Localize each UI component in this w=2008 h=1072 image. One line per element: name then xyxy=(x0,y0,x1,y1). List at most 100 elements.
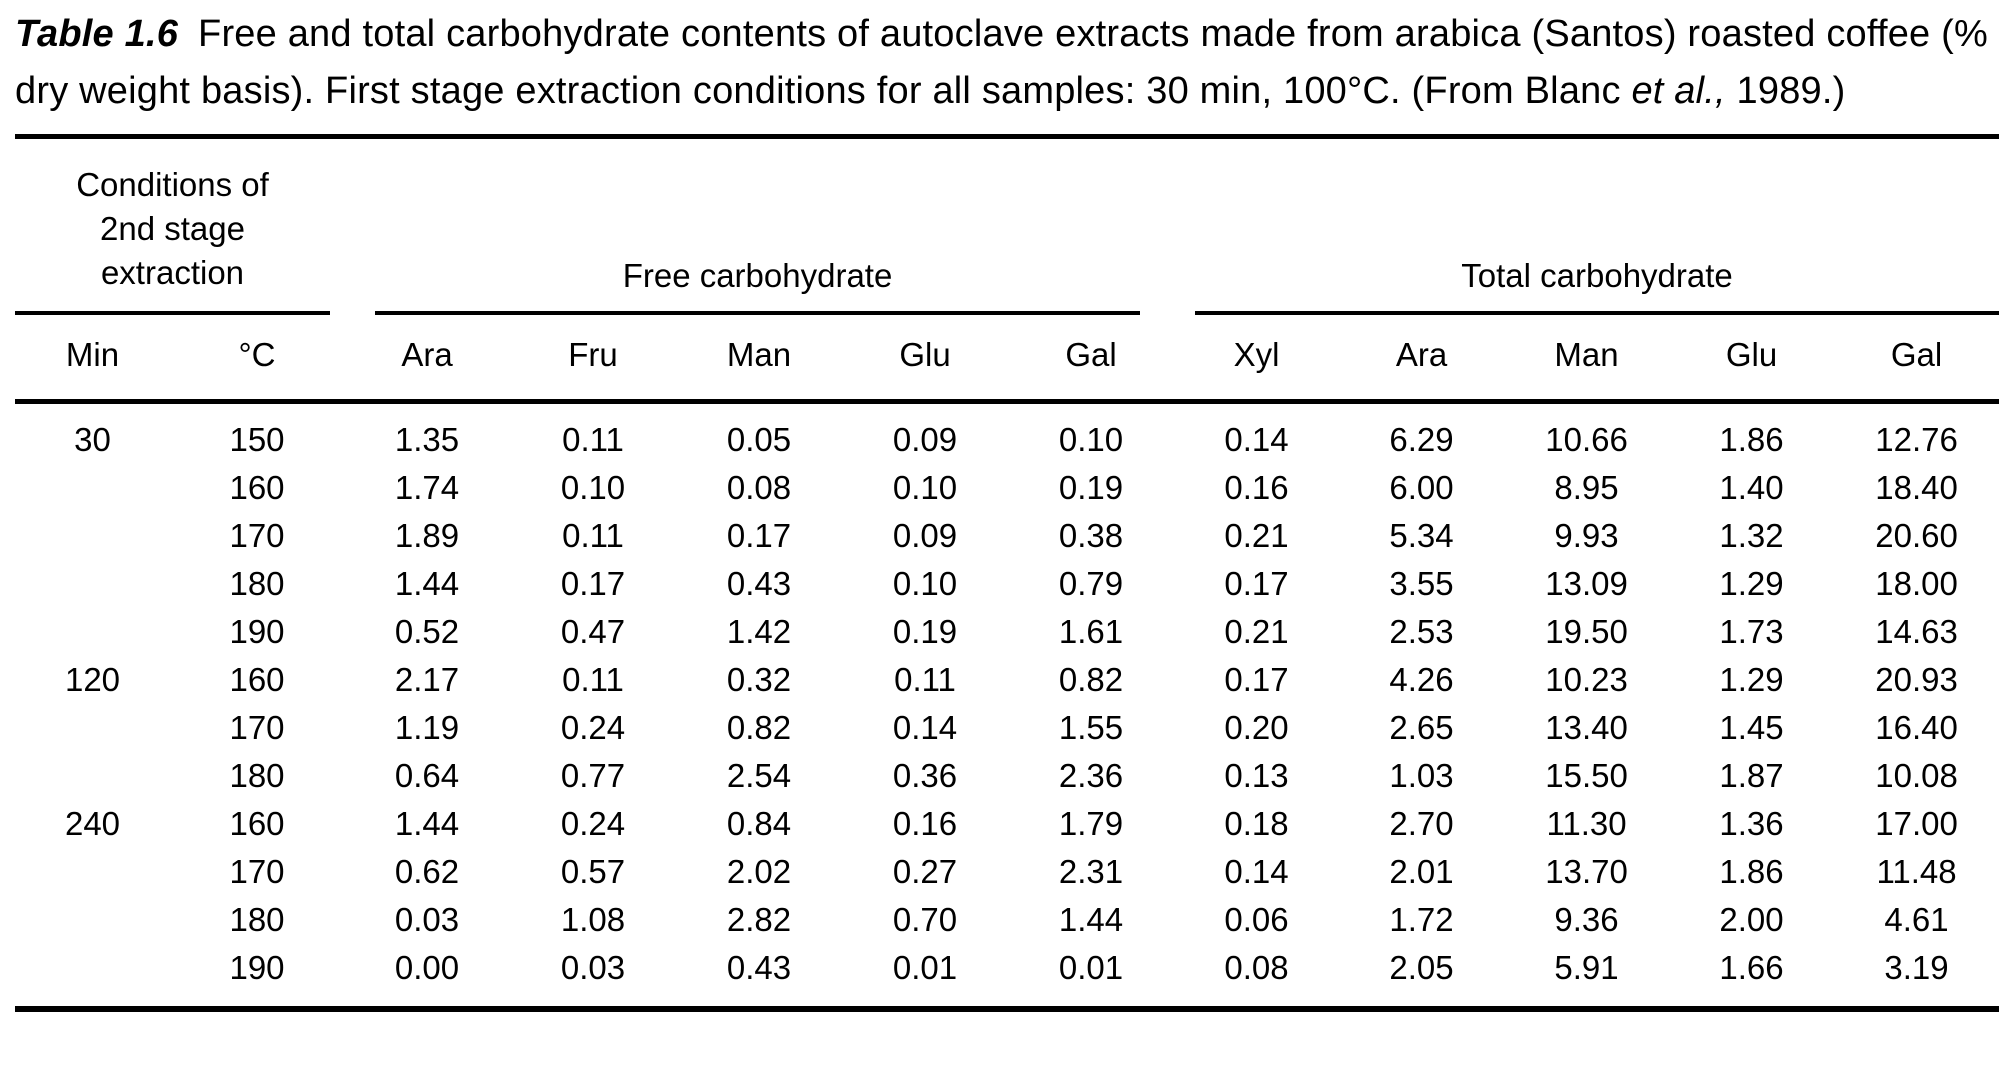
table-row: 190 0.00 0.03 0.43 0.01 0.01 0.08 2.05 5.91 1.66 3… xyxy=(15,944,1999,1009)
table-cell xyxy=(15,608,170,656)
table-cell: 1.29 xyxy=(1719,564,1784,602)
table-cell: 9.93 xyxy=(1554,516,1619,554)
table-cell: 1.86 xyxy=(1719,420,1784,458)
column-header-total-man: Man xyxy=(1504,314,1670,404)
column-header-total-glu: Glu xyxy=(1669,314,1835,404)
caption-tail: 1989.) xyxy=(1725,70,1846,112)
group-header-conditions: Conditions of 2nd stage extraction xyxy=(15,137,344,315)
table-row: 240 160 1.44 0.24 0.84 0.16 1.79 0.18 2.70 11.30 1… xyxy=(15,800,1999,848)
table-cell: 180 xyxy=(229,756,285,794)
table-cell xyxy=(15,752,170,800)
table-cell: 0.11 xyxy=(894,660,956,698)
table-cell: 20.93 xyxy=(1875,660,1958,698)
table-cell: 160 xyxy=(229,660,285,698)
table-cell: 13.40 xyxy=(1545,708,1628,746)
table-cell: 0.21 xyxy=(1224,516,1289,554)
table-row: 180 1.44 0.17 0.43 0.10 0.79 0.17 3.55 13.09 1.29… xyxy=(15,560,1999,608)
table-cell: 3.55 xyxy=(1389,564,1454,602)
column-header-row: Min °C Ara Fru Man Glu Gal Xyl Ara Man G… xyxy=(15,314,2000,404)
table-cell: 0.17 xyxy=(1224,564,1289,602)
table-cell: 2.54 xyxy=(726,756,792,794)
table-cell: 6.29 xyxy=(1389,420,1454,458)
table-cell: 0.11 xyxy=(562,660,624,698)
table-cell: 0.17 xyxy=(1224,660,1289,698)
table-cell: 0.19 xyxy=(1058,468,1124,506)
table-cell: 2.01 xyxy=(1389,852,1454,890)
table-cell: 0.24 xyxy=(560,804,626,842)
table-cell: 0.27 xyxy=(892,852,958,890)
table-cell: 0.14 xyxy=(892,708,958,746)
group-header-free-carbohydrate: Free carbohydrate xyxy=(344,137,1174,315)
table-row: 160 1.74 0.10 0.08 0.10 0.19 0.16 6.00 8.95 1.40 1… xyxy=(15,464,1999,512)
table-row: 170 0.62 0.57 2.02 0.27 2.31 0.14 2.01 13.70 1.86… xyxy=(15,848,1999,896)
table-cell: 0.03 xyxy=(394,900,460,938)
column-header-total-xyl: Xyl xyxy=(1174,314,1340,404)
table-cell: 0.09 xyxy=(892,516,958,554)
column-header-free-man: Man xyxy=(676,314,842,404)
table-cell xyxy=(15,848,170,896)
table-cell: 1.44 xyxy=(1058,900,1124,938)
table-cell: 0.20 xyxy=(1224,708,1289,746)
table-cell: 0.01 xyxy=(1058,948,1124,986)
table-cell: 17.00 xyxy=(1875,804,1958,842)
table-cell: 0.10 xyxy=(560,468,626,506)
table-cell: 20.60 xyxy=(1875,516,1958,554)
table-cell: 1.73 xyxy=(1719,612,1784,650)
table-cell: 180 xyxy=(229,564,285,602)
table-cell: 0.82 xyxy=(726,708,792,746)
table-cell: 1.08 xyxy=(560,900,626,938)
table-cell: 1.45 xyxy=(1719,708,1784,746)
table-cell: 160 xyxy=(229,468,285,506)
table-cell: 1.72 xyxy=(1389,900,1454,938)
table-cell: 3.19 xyxy=(1884,948,1949,986)
table-cell: 0.17 xyxy=(726,516,792,554)
table-cell: 1.44 xyxy=(394,804,460,842)
table-cell: 0.06 xyxy=(1224,900,1289,938)
table-cell: 9.36 xyxy=(1554,900,1619,938)
column-header-temp: °C xyxy=(170,314,344,404)
column-header-free-gal: Gal xyxy=(1008,314,1175,404)
table-cell: 0.05 xyxy=(726,420,792,458)
column-header-total-ara: Ara xyxy=(1339,314,1505,404)
table-cell: 0.03 xyxy=(560,948,626,986)
table-cell: 2.02 xyxy=(726,852,792,890)
table-cell: 1.36 xyxy=(1719,804,1784,842)
table-cell xyxy=(15,944,170,1009)
table-row: 170 1.89 0.11 0.17 0.09 0.38 0.21 5.34 9.93 1.32 2… xyxy=(15,512,1999,560)
table-cell: 11.48 xyxy=(1876,852,1957,890)
table-cell: 11.30 xyxy=(1546,804,1627,842)
table-cell: 13.70 xyxy=(1545,852,1628,890)
table-cell: 120 xyxy=(64,660,121,698)
table-cell: 0.24 xyxy=(560,708,626,746)
table-cell: 5.91 xyxy=(1554,948,1619,986)
table-row: 120 160 2.17 0.11 0.32 0.11 0.82 0.17 4.26 10.23 1… xyxy=(15,656,1999,704)
table-cell: 1.55 xyxy=(1058,708,1124,746)
table-cell: 0.70 xyxy=(892,900,958,938)
table-cell: 2.70 xyxy=(1389,804,1454,842)
column-header-free-glu: Glu xyxy=(842,314,1008,404)
table-cell: 0.84 xyxy=(726,804,792,842)
table-cell: 240 xyxy=(64,804,121,842)
caption-label: Table 1.6 xyxy=(15,13,179,55)
table-cell: 1.66 xyxy=(1719,948,1784,986)
table-cell: 0.10 xyxy=(892,564,958,602)
table-cell: 1.87 xyxy=(1719,756,1784,794)
table-cell xyxy=(15,896,170,944)
group-header-total-carbohydrate: Total carbohydrate xyxy=(1174,137,2000,315)
data-table: Conditions of 2nd stage extraction Free … xyxy=(15,134,2000,1012)
table-cell: 1.61 xyxy=(1058,612,1124,650)
table-cell: 18.00 xyxy=(1875,564,1958,602)
column-header-free-fru: Fru xyxy=(510,314,676,404)
table-cell: 4.61 xyxy=(1884,900,1949,938)
table-cell: 0.11 xyxy=(562,516,624,554)
table-cell: 2.82 xyxy=(726,900,792,938)
table-cell: 0.01 xyxy=(892,948,958,986)
table-cell: 15.50 xyxy=(1545,756,1628,794)
table-cell: 0.57 xyxy=(560,852,626,890)
table-cell: 170 xyxy=(229,516,285,554)
table-cell: 180 xyxy=(229,900,285,938)
table-row: 180 0.03 1.08 2.82 0.70 1.44 0.06 1.72 9.36 2.00 4… xyxy=(15,896,1999,944)
table-cell: 8.95 xyxy=(1554,468,1619,506)
table-cell: 30 xyxy=(74,420,111,458)
